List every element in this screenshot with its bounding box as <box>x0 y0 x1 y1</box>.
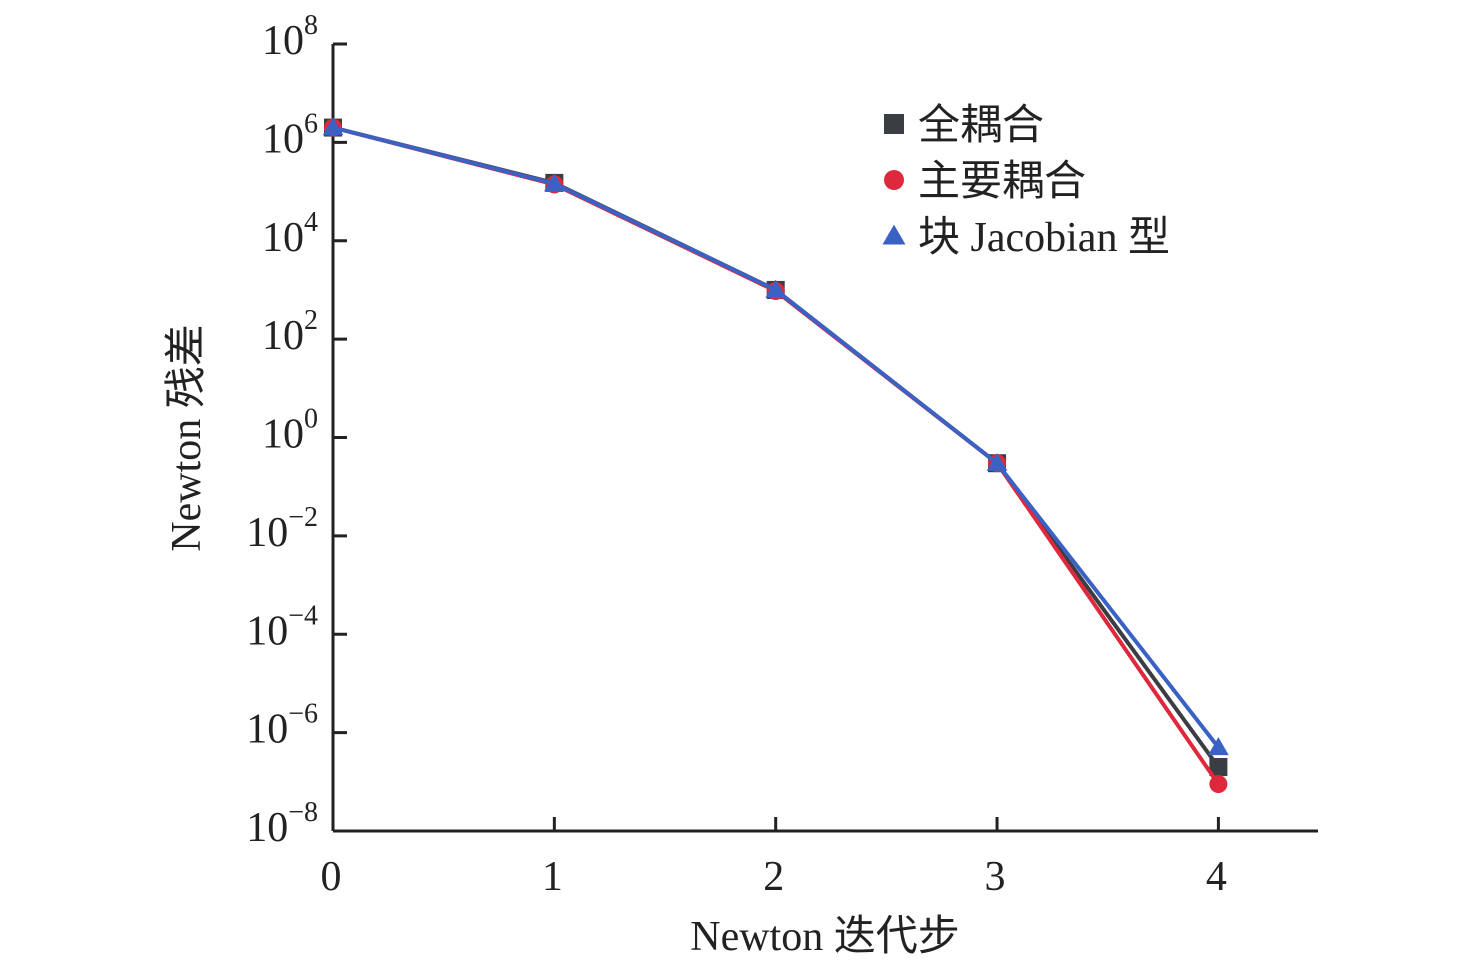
y-tick-base: 10 <box>262 412 304 458</box>
y-tick-base: 10 <box>262 18 304 64</box>
y-tick-label: 108 <box>262 10 318 64</box>
y-tick-exponent: 6 <box>304 108 318 139</box>
y-tick-label: 104 <box>262 207 318 261</box>
y-tick-exponent: 2 <box>304 305 318 336</box>
legend-label: 块 Jacobian 型 <box>918 215 1170 261</box>
x-tick-label: 1 <box>542 854 563 900</box>
y-tick-label: 100 <box>262 404 318 458</box>
y-tick-base: 10 <box>262 313 304 359</box>
legend-label: 主要耦合 <box>918 159 1086 205</box>
y-tick-exponent: −2 <box>288 502 318 533</box>
data-point-triangle <box>986 452 1008 471</box>
x-axis-title: Newton 迭代步 <box>690 914 959 960</box>
x-tick-label: 3 <box>985 854 1006 900</box>
data-point-triangle <box>1208 737 1229 756</box>
data-point-triangle <box>765 279 787 298</box>
y-tick-exponent: −8 <box>288 797 318 828</box>
x-tick-label: 0 <box>321 854 342 900</box>
y-tick-label: 10−6 <box>246 699 318 753</box>
data-point-triangle <box>322 117 344 136</box>
y-tick-label: 102 <box>262 305 318 359</box>
y-axis-title: Newton 残差 <box>164 324 210 551</box>
x-tick-label: 4 <box>1206 854 1227 900</box>
y-tick-exponent: −6 <box>288 699 318 730</box>
legend-marker-circle <box>884 170 904 190</box>
y-tick-base: 10 <box>262 116 304 162</box>
y-tick-base: 10 <box>246 608 288 654</box>
y-tick-label: 10−4 <box>246 600 318 654</box>
y-tick-label: 106 <box>262 108 318 162</box>
data-point-circle <box>1209 775 1228 794</box>
y-tick-label: 10−8 <box>246 797 318 851</box>
y-tick-label: 10−2 <box>246 502 318 556</box>
y-tick-exponent: 0 <box>304 404 318 435</box>
legend-label: 全耦合 <box>918 102 1044 149</box>
x-tick-label: 2 <box>763 854 784 900</box>
legend-marker-triangle <box>882 224 906 245</box>
y-tick-base: 10 <box>262 215 304 261</box>
y-tick-exponent: 8 <box>304 10 318 41</box>
x-ticks: 0 1 2 3 4 <box>321 817 1227 900</box>
y-tick-base: 10 <box>246 805 288 851</box>
data-point-triangle <box>543 173 565 192</box>
legend-marker-square <box>884 114 904 134</box>
data-point-square <box>1209 758 1228 777</box>
y-tick-exponent: −4 <box>288 600 318 631</box>
series-triangle <box>322 117 1229 756</box>
series-layer <box>322 117 1229 794</box>
y-tick-exponent: 4 <box>304 207 318 238</box>
y-tick-base: 10 <box>246 707 288 753</box>
y-tick-base: 10 <box>246 510 288 556</box>
